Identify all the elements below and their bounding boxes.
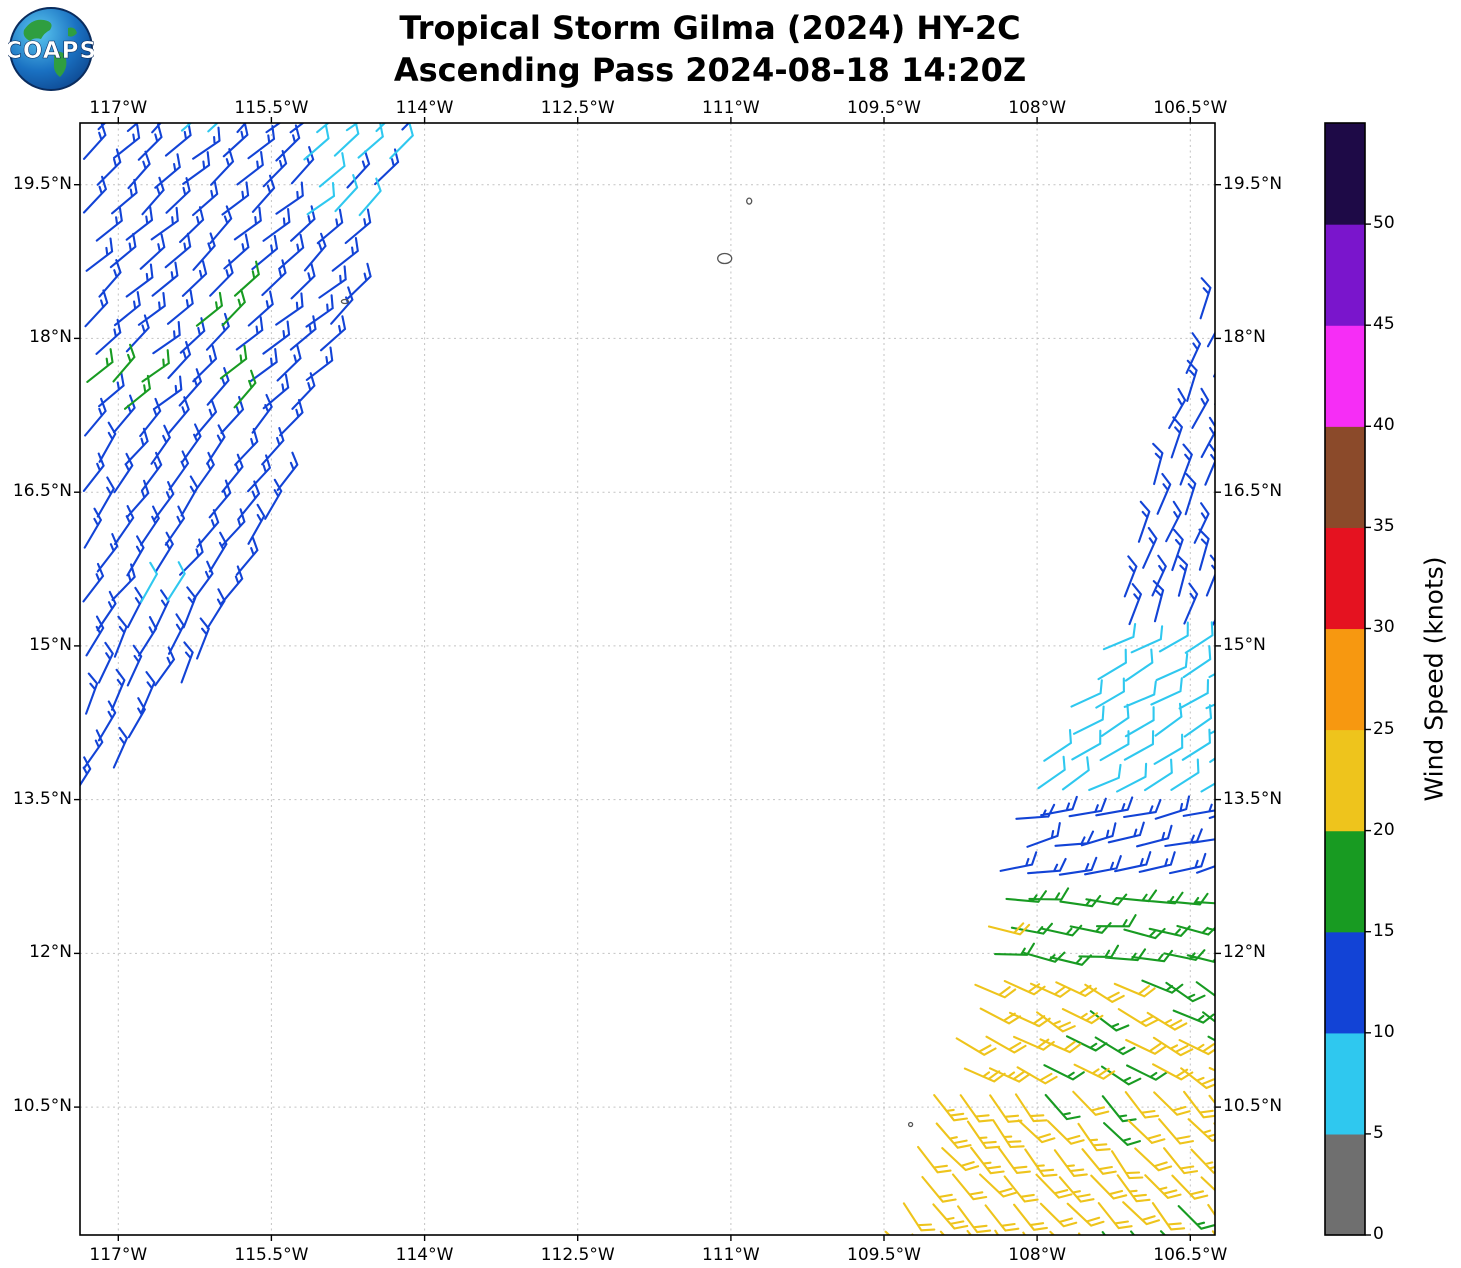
lat-tick-label-right: 10.5°N <box>1223 1096 1283 1117</box>
coaps-logo: COAPS <box>5 6 96 92</box>
lat-tick-label-right: 12°N <box>1223 942 1266 963</box>
lat-tick-label-right: 18°N <box>1223 327 1266 348</box>
lon-tick-label-bottom: 109.5°W <box>847 1245 921 1265</box>
colorbar-tick-label: 20 <box>1373 819 1395 840</box>
lon-tick-label-top: 112.5°W <box>540 98 615 118</box>
lon-tick-label-bottom: 114°W <box>395 1245 454 1265</box>
lon-tick-label-bottom: 115.5°W <box>234 1245 309 1265</box>
chart-title: Tropical Storm Gilma (2024) HY-2C <box>399 9 1021 47</box>
lon-tick-label-top: 115.5°W <box>234 98 309 118</box>
colorbar-tick-label: 10 <box>1373 1021 1395 1042</box>
lat-tick-label-right: 15°N <box>1223 634 1266 655</box>
lon-tick-label-bottom: 108°W <box>1008 1245 1067 1265</box>
colorbar-tick-label: 0 <box>1373 1224 1384 1244</box>
lat-tick-label-right: 16.5°N <box>1223 481 1283 502</box>
lon-tick-label-top: 117°W <box>89 98 148 118</box>
chart-subtitle: Ascending Pass 2024-08-18 14:20Z <box>393 51 1027 89</box>
colorbar-tick-label: 5 <box>1373 1122 1384 1143</box>
colorbar-tick-label: 30 <box>1373 617 1395 638</box>
colorbar-label: Wind Speed (knots) <box>1419 556 1449 802</box>
lon-tick-label-top: 114°W <box>395 98 454 118</box>
colorbar-tick-label: 40 <box>1373 415 1395 436</box>
lat-tick-label-left: 15°N <box>29 634 72 655</box>
lat-tick-label-left: 10.5°N <box>12 1096 72 1117</box>
lon-tick-label-bottom: 112.5°W <box>540 1245 615 1265</box>
colorbar-tick-label: 15 <box>1373 920 1395 941</box>
colorbar-tick-label: 45 <box>1373 314 1395 335</box>
logo-text: COAPS <box>8 38 94 64</box>
lat-tick-label-left: 19.5°N <box>12 173 72 194</box>
lon-tick-label-bottom: 117°W <box>89 1245 148 1265</box>
lon-tick-label-bottom: 106.5°W <box>1153 1245 1228 1265</box>
lon-tick-label-top: 109.5°W <box>847 98 921 118</box>
lat-tick-label-left: 12°N <box>29 942 72 963</box>
wind-barb-layer <box>80 123 1215 1235</box>
globe-icon: COAPS <box>5 7 96 91</box>
lon-tick-label-top: 106.5°W <box>1153 98 1228 118</box>
lon-tick-label-bottom: 111°W <box>701 1245 760 1265</box>
lon-tick-label-top: 108°W <box>1008 98 1067 118</box>
lat-tick-label-left: 16.5°N <box>12 481 72 502</box>
lat-tick-label-left: 18°N <box>29 327 72 348</box>
lat-tick-label-right: 19.5°N <box>1223 173 1283 194</box>
colorbar-tick-label: 25 <box>1373 718 1395 739</box>
lat-tick-label-left: 13.5°N <box>12 788 72 809</box>
colorbar-tick-label: 50 <box>1373 213 1395 234</box>
colorbar-tick-label: 35 <box>1373 516 1395 537</box>
lat-tick-label-right: 13.5°N <box>1223 788 1283 809</box>
lon-tick-label-top: 111°W <box>701 98 760 118</box>
